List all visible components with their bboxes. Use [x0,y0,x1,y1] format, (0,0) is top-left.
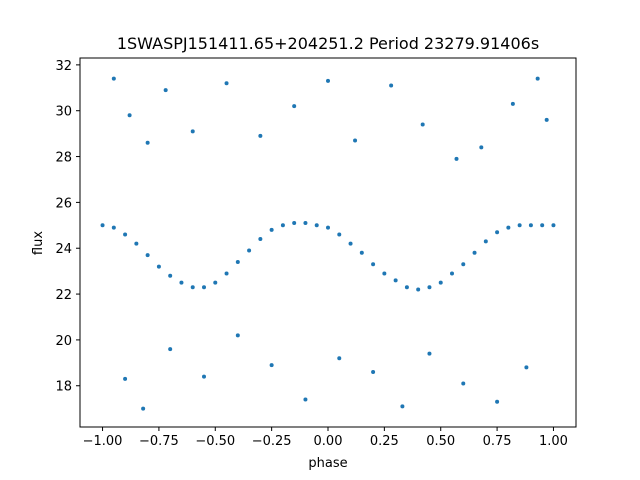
data-point [495,399,500,404]
data-point [524,365,529,370]
data-point [258,133,263,138]
data-point [389,83,394,88]
data-point [292,104,297,109]
y-tick-label: 26 [55,196,72,211]
data-point [247,248,252,253]
data-point [111,76,116,81]
data-point [483,239,488,244]
data-point [461,381,466,386]
x-tick-label: 1.00 [539,434,568,449]
data-point [213,280,218,285]
x-axis-label: phase [308,456,347,471]
y-tick-label: 32 [55,59,72,74]
data-point [472,250,477,255]
data-point [348,241,353,246]
data-point [141,406,146,411]
y-tick-label: 30 [55,105,72,120]
x-tick-label: −1.00 [83,434,123,449]
data-point [337,356,342,361]
data-point [202,374,206,379]
data-point [404,285,409,290]
data-point [461,262,466,267]
x-tick-label: −0.25 [252,434,292,449]
x-tick-label: 0.25 [370,434,399,449]
data-point [544,117,549,122]
data-point [393,278,398,283]
data-point [420,122,425,127]
data-point [495,230,500,235]
data-point [168,273,173,278]
data-point [156,264,161,269]
data-point [416,287,421,292]
chart-title: 1SWASPJ151411.65+204251.2 Period 23279.9… [117,34,539,53]
data-point [510,101,515,106]
data-point [551,223,556,228]
y-axis-ticks: 18 20 22 24 26 28 30 32 [55,59,80,395]
data-point [326,225,330,230]
data-point [314,223,319,228]
data-point [371,262,376,267]
data-point [145,140,150,145]
data-point [100,223,105,228]
data-point [111,225,116,230]
data-point [134,241,139,246]
data-point [371,369,376,374]
y-tick-label: 20 [55,334,72,349]
data-point [450,271,454,276]
data-point [427,285,432,290]
x-tick-label: 0.50 [426,434,455,449]
data-point [269,363,274,368]
y-axis-label: flux [31,231,46,255]
data-point [540,223,545,228]
data-point [179,280,184,285]
data-point [528,223,533,228]
data-point [400,404,405,409]
data-point [224,81,229,86]
data-point [123,232,128,237]
data-point [163,88,168,93]
data-point [127,113,132,118]
data-point [535,76,540,81]
data-point [224,271,229,276]
data-point [506,225,511,230]
data-point [353,138,358,143]
data-points [100,76,556,411]
data-point [123,376,128,381]
y-tick-label: 24 [55,242,72,257]
data-point [337,232,342,237]
data-point [326,78,330,83]
data-point [303,397,308,402]
data-point [517,223,522,228]
x-axis-ticks: −1.00 −0.75 −0.50 −0.25 0.00 0.25 0.50 0.75 1.00 [83,427,568,449]
data-point [438,280,443,285]
data-point [202,285,206,290]
data-point [359,250,364,255]
y-tick-label: 28 [55,151,72,166]
data-point [382,271,387,276]
data-point [235,259,240,264]
data-point [280,223,285,228]
data-point [303,221,308,226]
y-tick-label: 22 [55,288,72,303]
data-point [190,129,195,134]
data-point [269,227,274,232]
x-tick-label: −0.75 [139,434,179,449]
x-tick-label: 0.75 [483,434,512,449]
x-tick-label: 0.00 [314,434,343,449]
data-point [235,333,240,338]
data-point [190,285,195,290]
data-point [479,145,484,150]
data-point [258,237,263,242]
data-point [145,253,150,258]
y-tick-label: 18 [55,380,72,395]
data-point [168,347,173,352]
x-tick-label: −0.50 [195,434,235,449]
data-point [427,351,432,356]
data-point [454,156,459,161]
data-point [292,221,297,226]
